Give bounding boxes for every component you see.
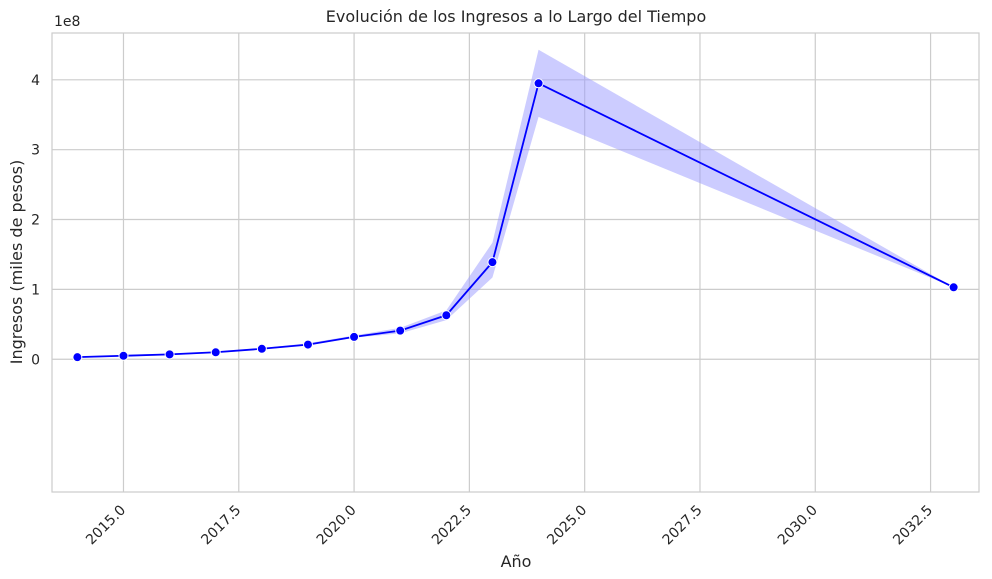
x-tick-labels: 2015.0 2017.5 2020.0 2022.5 2025.0 2027.5 2030… <box>83 502 936 548</box>
x-tick-label: 2015.0 <box>83 502 129 548</box>
x-axis-label: Año <box>501 552 532 571</box>
y-offset-label: 1e8 <box>54 14 80 30</box>
chart-title: Evolución de los Ingresos a lo Largo del… <box>326 7 706 26</box>
data-point <box>118 350 129 361</box>
y-tick-label: 3 <box>31 143 40 159</box>
y-axis-label: Ingresos (miles de pesos) <box>7 160 26 364</box>
y-tick-label: 2 <box>31 213 40 229</box>
data-point <box>72 352 83 363</box>
x-tick-label: 2027.5 <box>660 502 706 548</box>
data-points <box>72 78 959 363</box>
data-point <box>256 343 267 354</box>
data-point <box>533 78 544 89</box>
ci-band <box>77 49 954 358</box>
data-point <box>210 347 221 358</box>
data-point <box>164 349 175 360</box>
y-tick-label: 4 <box>31 73 40 89</box>
y-tick-label: 0 <box>31 352 40 368</box>
x-tick-label: 2032.5 <box>890 502 936 548</box>
x-tick-label: 2025.0 <box>544 502 590 548</box>
series-polyline <box>77 82 955 359</box>
grid <box>52 33 979 492</box>
x-tick-label: 2020.0 <box>314 502 360 548</box>
data-point <box>302 339 313 350</box>
y-tick-labels: 0 1 2 3 4 <box>31 73 40 368</box>
confidence-band <box>77 49 954 358</box>
x-tick-label: 2030.0 <box>775 502 821 548</box>
x-tick-label: 2022.5 <box>429 502 475 548</box>
plot-frame <box>51 32 980 493</box>
data-point <box>441 310 452 321</box>
data-point <box>395 325 406 336</box>
data-point <box>948 282 959 293</box>
data-point <box>349 331 360 342</box>
y-tick-label: 1 <box>31 282 40 298</box>
series-line <box>77 82 955 359</box>
x-tick-label: 2017.5 <box>198 502 244 548</box>
data-point <box>487 257 498 268</box>
